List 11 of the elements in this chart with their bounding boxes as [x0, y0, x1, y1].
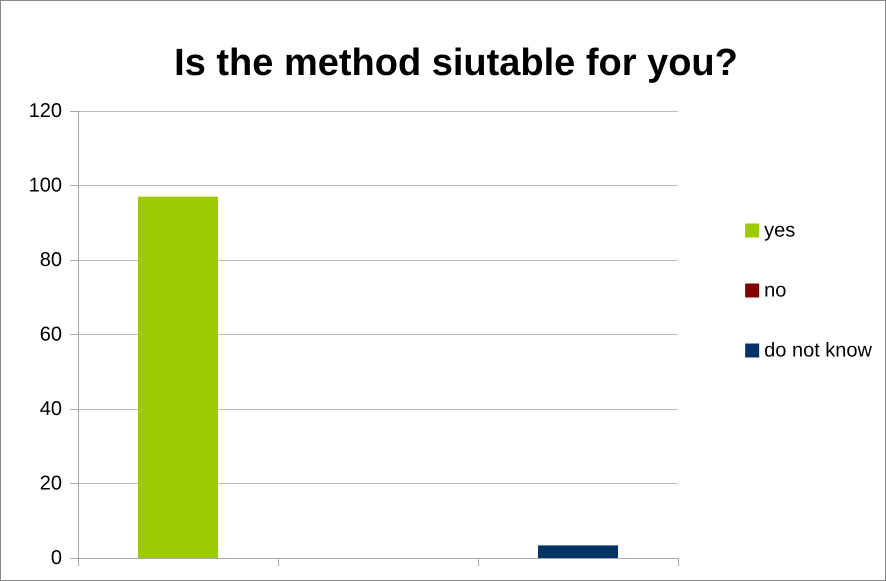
y-tick-label: 120 — [28, 100, 62, 122]
legend-label: yes — [764, 220, 796, 242]
legend-label: no — [764, 280, 786, 302]
y-tick-label: 40 — [40, 398, 62, 420]
chart-title: Is the method siutable for you? — [174, 42, 738, 84]
y-tick-label: 60 — [40, 324, 62, 346]
y-tick-label: 0 — [50, 547, 62, 569]
y-tick-label: 100 — [28, 174, 62, 196]
y-tick-label: 20 — [40, 472, 62, 494]
legend-label: do not know — [764, 340, 873, 362]
y-tick-label: 80 — [40, 249, 62, 271]
